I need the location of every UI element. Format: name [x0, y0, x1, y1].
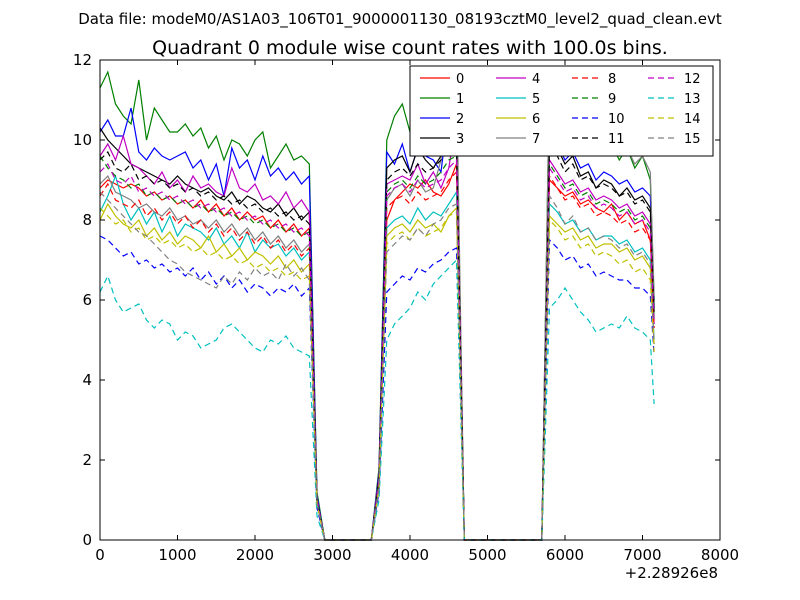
x-tick-label: 3000	[313, 546, 351, 564]
series-line-14	[99, 207, 655, 541]
series-line-12	[99, 158, 655, 541]
y-tick-label: 12	[73, 51, 92, 69]
y-tick-label: 2	[82, 451, 92, 469]
y-tick-label: 10	[73, 131, 92, 149]
legend-label-1: 1	[456, 92, 464, 107]
series-layer	[99, 70, 655, 541]
legend-label-5: 5	[532, 92, 540, 107]
legend-label-13: 13	[684, 92, 701, 107]
series-line-13	[99, 258, 655, 541]
x-tick-label: 1000	[158, 546, 196, 564]
y-tick-label: 0	[82, 531, 92, 549]
legend-label-10: 10	[608, 112, 625, 127]
x-offset-label: +2.28926e8	[625, 564, 718, 582]
legend-label-7: 7	[532, 132, 540, 147]
x-tick-label: 8000	[701, 546, 739, 564]
series-line-8	[99, 170, 655, 541]
legend-label-15: 15	[684, 132, 701, 147]
legend-label-8: 8	[608, 72, 616, 87]
chart-title: Quadrant 0 module wise count rates with …	[152, 37, 668, 59]
x-tick-label: 6000	[546, 546, 584, 564]
x-tick-label: 7000	[623, 546, 661, 564]
y-tick-label: 8	[82, 211, 92, 229]
legend-label-11: 11	[608, 132, 625, 147]
ticks-layer: 0 1000 2000 3000 4000 5000 6000 7000 80000246810…	[73, 51, 739, 564]
legend-label-2: 2	[456, 112, 464, 127]
legend-label-6: 6	[532, 112, 540, 127]
legend-label-0: 0	[456, 72, 464, 87]
plot-frame	[99, 59, 721, 541]
x-tick-label: 4000	[391, 546, 429, 564]
legend-label-4: 4	[532, 72, 540, 87]
legend-label-3: 3	[456, 132, 464, 147]
y-tick-label: 6	[82, 291, 92, 309]
x-tick-label: 2000	[236, 546, 274, 564]
series-line-15	[99, 191, 655, 541]
legend-label-9: 9	[608, 92, 616, 107]
x-tick-label: 0	[95, 546, 105, 564]
legend-label-12: 12	[684, 72, 701, 87]
legend-label-14: 14	[684, 112, 701, 127]
y-tick-label: 4	[82, 371, 92, 389]
data-file-header: Data file: modeM0/AS1A03_106T01_90000011…	[78, 10, 722, 29]
legend-box	[409, 65, 714, 157]
x-tick-label: 5000	[468, 546, 506, 564]
